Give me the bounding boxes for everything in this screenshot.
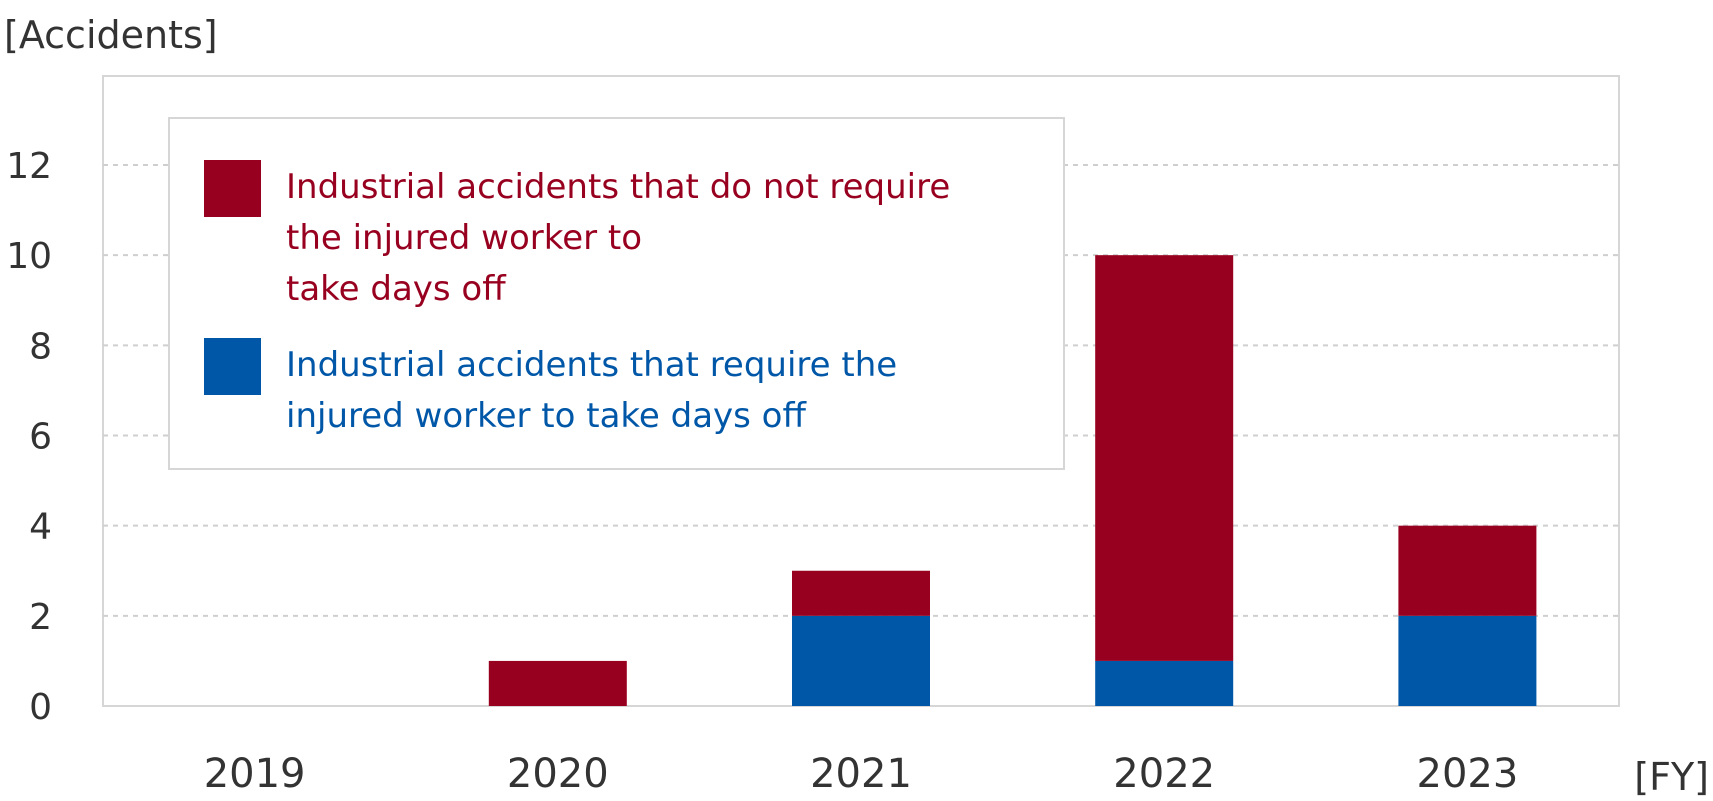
legend-box	[168, 117, 1065, 470]
y-tick-label: 6	[29, 417, 52, 458]
x-tick-label: 2022	[1113, 751, 1215, 797]
bar-segment	[1095, 255, 1234, 661]
legend-swatch	[204, 160, 261, 217]
bar-segment	[1398, 615, 1537, 706]
x-tick-label: 2021	[810, 751, 912, 797]
bar-segment	[792, 570, 930, 616]
y-tick-label: 2	[29, 597, 52, 638]
x-tick-label: 2023	[1417, 751, 1519, 797]
legend: Industrial accidents that do not require…	[168, 117, 1065, 470]
x-axis-title: [FY]	[1634, 755, 1709, 799]
bar-segment	[488, 660, 627, 706]
y-axis-ticks: 0 2 4 6 8 10 12	[6, 146, 52, 728]
y-tick-label: 10	[6, 236, 52, 277]
x-tick-label: 2019	[204, 751, 306, 797]
y-tick-label: 4	[29, 507, 52, 548]
legend-label: Industrial accidents that require the inj…	[286, 345, 897, 436]
bars	[488, 255, 1537, 706]
bar-segment	[1398, 525, 1537, 616]
y-tick-label: 8	[29, 326, 52, 367]
y-tick-label: 12	[6, 146, 52, 187]
x-axis-ticks: 2019 2020 2021 2022 2023	[204, 751, 1519, 797]
legend-label: Industrial accidents that do not require…	[286, 167, 950, 309]
bar-segment	[1095, 660, 1234, 706]
x-tick-label: 2020	[507, 751, 609, 797]
legend-swatch	[204, 338, 261, 395]
y-axis-title: [Accidents]	[4, 13, 218, 57]
y-tick-label: 0	[29, 687, 52, 728]
bar-segment	[792, 615, 930, 706]
